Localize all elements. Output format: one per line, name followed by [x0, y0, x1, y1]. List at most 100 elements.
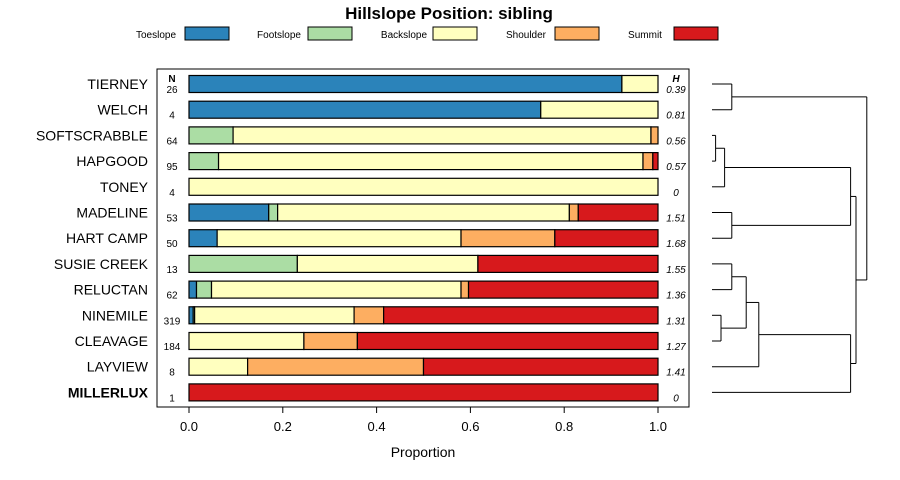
x-tick-label: 0.8: [555, 419, 573, 434]
row-n-count: 50: [166, 239, 178, 250]
row-n-count: 4: [169, 188, 175, 199]
x-tick-label: 0.2: [274, 419, 292, 434]
row-h-value: 1.36: [666, 291, 686, 302]
row-h-value: 0.81: [666, 111, 685, 122]
row-n-count: 26: [166, 85, 178, 96]
bar-segment-shoulder: [247, 357, 425, 376]
bar-segment-summit: [467, 280, 659, 299]
bar-segment-footslope: [188, 254, 298, 273]
row-n-count: 95: [166, 162, 178, 173]
bar-segment-shoulder: [353, 306, 385, 325]
row-label: MILLERLUX: [68, 384, 149, 400]
legend-label-footslope: Footslope: [257, 30, 301, 41]
dendrogram: [712, 83, 868, 393]
h-column-header: H: [672, 74, 680, 85]
bar-segment-summit: [577, 203, 659, 222]
bar-segment-backslope: [217, 152, 644, 171]
bar-segment-backslope: [621, 74, 659, 94]
row-label: TIERNEY: [87, 76, 148, 92]
row-h-value: 1.51: [666, 214, 685, 225]
row-n-count: 62: [166, 291, 178, 302]
bar-rows: TIERNEY 26 0.39 WELCH 4 0.81 SOFTSCRABBLE 64 0.5…: [36, 74, 686, 404]
bar-segment-backslope: [540, 100, 659, 119]
row-toney: TONEY 4 0: [100, 177, 679, 199]
row-label: RELUCTAN: [74, 282, 148, 298]
row-layview: LAYVIEW 8 1.41: [87, 357, 686, 379]
bar-segment-summit: [422, 357, 659, 376]
row-h-value: 0: [673, 393, 679, 404]
row-label: LAYVIEW: [87, 359, 149, 375]
plot-panel: [156, 68, 690, 408]
bar-segment-summit: [652, 152, 659, 171]
x-tick-label: 0.6: [461, 419, 479, 434]
bar-segment-footslope: [268, 203, 279, 222]
row-ninemile: NINEMILE 319 1.31: [82, 306, 686, 327]
bar-segment-shoulder: [650, 126, 659, 145]
bar-segment-toeslope: [188, 74, 623, 94]
row-hapgood: HAPGOOD 95 0.57: [76, 152, 686, 173]
row-susie-creek: SUSIE CREEK 13 1.55: [54, 254, 686, 276]
bar-segment-backslope: [194, 306, 355, 325]
bar-segment-toeslope: [188, 203, 270, 222]
bar-segment-shoulder: [568, 203, 579, 222]
bar-segment-backslope: [210, 280, 462, 299]
legend-label-shoulder: Shoulder: [506, 30, 547, 41]
row-h-value: 0.39: [666, 85, 686, 96]
legend: Toeslope Footslope Backslope Shoulder Summit: [136, 26, 719, 41]
bar-segment-toeslope: [188, 229, 218, 248]
row-cleavage: CLEAVAGE 184 1.27: [75, 331, 686, 353]
row-h-value: 1.55: [666, 265, 686, 276]
row-h-value: 0.56: [666, 136, 686, 147]
row-label: HAPGOOD: [76, 153, 148, 169]
x-axis-title: Proportion: [391, 444, 456, 460]
legend-label-backslope: Backslope: [381, 30, 428, 41]
legend-label-toeslope: Toeslope: [136, 30, 176, 41]
row-n-count: 184: [164, 342, 181, 353]
row-n-count: 13: [166, 265, 178, 276]
row-n-count: 8: [169, 368, 175, 379]
row-h-value: 1.31: [666, 316, 685, 327]
legend-swatch-shoulder: [554, 26, 600, 41]
row-hart-camp: HART CAMP 50 1.68: [66, 229, 686, 250]
row-n-count: 1: [169, 393, 175, 404]
row-n-count: 53: [166, 214, 178, 225]
bar-segment-shoulder: [460, 229, 556, 248]
row-label: SUSIE CREEK: [54, 256, 149, 272]
row-tierney: TIERNEY 26 0.39: [87, 74, 686, 96]
bar-segment-backslope: [188, 331, 305, 351]
x-tick-label: 0.0: [180, 419, 198, 434]
x-tick-label: 1.0: [649, 419, 667, 434]
legend-label-summit: Summit: [628, 30, 662, 41]
row-millerlux: MILLERLUX 1 0: [68, 383, 679, 404]
legend-swatch-toeslope: [184, 26, 230, 41]
chart-title: Hillslope Position: sibling: [345, 4, 553, 23]
row-label: TONEY: [100, 179, 149, 195]
row-h-value: 0: [673, 188, 679, 199]
bar-segment-shoulder: [303, 331, 358, 351]
bar-segment-backslope: [188, 177, 659, 196]
row-softscrabble: SOFTSCRABBLE 64 0.56: [36, 126, 686, 147]
bar-segment-backslope: [296, 254, 479, 273]
bar-segment-summit: [188, 383, 659, 402]
row-h-value: 1.27: [666, 342, 686, 353]
row-label: CLEAVAGE: [75, 333, 148, 349]
bar-segment-summit: [477, 254, 659, 273]
bar-segment-summit: [356, 331, 659, 351]
x-axis: 0.0 0.2 0.4 0.6 0.8 1.0: [180, 407, 667, 434]
row-reluctan: RELUCTAN 62 1.36: [74, 280, 686, 302]
legend-swatch-footslope: [307, 26, 353, 41]
bar-segment-summit: [554, 229, 659, 248]
bar-segment-toeslope: [188, 280, 198, 299]
row-h-value: 1.68: [666, 239, 686, 250]
bar-segment-toeslope: [188, 100, 542, 119]
row-n-count: 64: [166, 136, 178, 147]
bar-segment-backslope: [277, 203, 570, 222]
bar-segment-toeslope: [188, 306, 194, 325]
row-label: WELCH: [97, 102, 148, 118]
bar-segment-summit: [383, 306, 659, 325]
bar-segment-footslope: [195, 280, 213, 299]
legend-swatch-backslope: [432, 26, 478, 41]
bar-segment-backslope: [232, 126, 652, 145]
bar-segment-backslope: [188, 357, 249, 376]
